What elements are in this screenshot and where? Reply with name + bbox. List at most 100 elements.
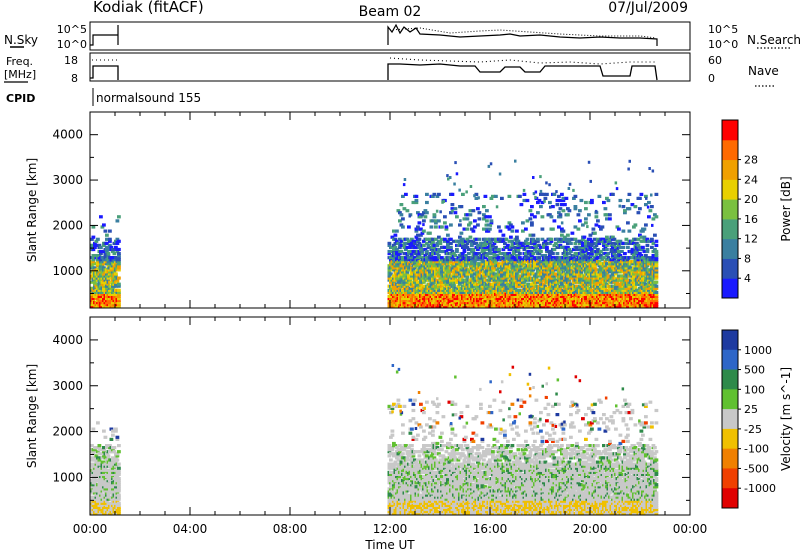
- data-cell: [606, 276, 611, 280]
- data-cell: [459, 262, 464, 266]
- data-cell: [545, 270, 549, 274]
- data-cell: [419, 247, 423, 252]
- data-cell: [428, 272, 432, 276]
- data-cell: [614, 305, 618, 309]
- data-cell: [429, 292, 434, 296]
- data-cell: [540, 305, 545, 309]
- data-cell: [533, 260, 537, 264]
- data-cell: [441, 249, 446, 254]
- data-cell: [533, 278, 537, 282]
- data-cell: [531, 272, 536, 276]
- data-cell: [633, 272, 638, 276]
- data-cell: [641, 274, 645, 278]
- data-cell: [411, 200, 416, 205]
- data-cell: [633, 237, 638, 241]
- data-cell: [440, 284, 444, 288]
- data-cell: [105, 286, 109, 290]
- data-cell: [558, 207, 563, 211]
- data-cell: [492, 268, 497, 272]
- data-cell: [480, 268, 485, 272]
- data-cell: [489, 219, 494, 223]
- data-cell: [573, 290, 578, 294]
- data-cell: [510, 254, 515, 258]
- data-cell: [450, 207, 455, 211]
- data-cell: [453, 268, 458, 272]
- data-cell: [497, 282, 501, 286]
- data-cell: [606, 252, 611, 256]
- data-cell: [605, 213, 609, 217]
- data-cell: [93, 286, 97, 290]
- data-cell: [510, 245, 515, 249]
- data-cell: [408, 280, 413, 284]
- data-cell: [575, 254, 579, 258]
- data-cell: [473, 219, 477, 223]
- data-cell: [548, 294, 552, 298]
- data-cell: [465, 274, 470, 278]
- data-cell: [503, 274, 507, 278]
- data-cell: [597, 252, 602, 256]
- data-cell: [611, 247, 615, 252]
- data-cell: [473, 260, 477, 264]
- data-cell: [519, 268, 524, 272]
- data-cell: [443, 296, 447, 301]
- data-cell: [557, 194, 561, 198]
- data-cell: [91, 278, 96, 282]
- data-cell: [638, 268, 642, 272]
- data-cell: [405, 209, 410, 213]
- noise-right-tick-bottom: 10^0: [708, 38, 738, 51]
- data-cell: [398, 237, 402, 241]
- data-cell: [618, 266, 623, 270]
- data-cell: [590, 239, 594, 243]
- data-cell: [642, 270, 647, 274]
- data-cell: [440, 264, 444, 268]
- data-cell: [618, 245, 623, 249]
- data-cell: [408, 243, 413, 247]
- data-cell: [590, 200, 594, 205]
- data-cell: [462, 249, 467, 254]
- data-cell: [434, 286, 438, 290]
- data-cell: [612, 243, 617, 247]
- data-cell: [117, 262, 121, 266]
- data-cell: [399, 223, 404, 227]
- data-cell: [404, 241, 408, 245]
- data-cell: [557, 270, 561, 274]
- data-cell: [614, 245, 618, 249]
- data-cell: [410, 241, 414, 245]
- data-cell: [486, 223, 491, 227]
- data-cell: [431, 239, 435, 243]
- data-cell: [518, 243, 522, 247]
- data-cell: [422, 229, 426, 233]
- data-cell: [482, 280, 486, 284]
- data-cell: [90, 280, 94, 284]
- data-cell: [417, 264, 422, 268]
- data-cell: [542, 266, 546, 270]
- data-cell: [617, 274, 621, 278]
- nave-dots: [92, 57, 656, 65]
- data-cell: [432, 264, 437, 268]
- data-cell: [471, 247, 476, 252]
- data-cell: [611, 274, 615, 278]
- data-cell: [561, 258, 566, 262]
- data-cell: [594, 258, 599, 262]
- data-cell: [488, 227, 492, 231]
- data-cell: [444, 225, 449, 229]
- data-cell: [531, 286, 536, 290]
- data-cell: [432, 245, 437, 249]
- data-cell: [548, 213, 552, 217]
- data-cell: [569, 258, 573, 262]
- data-cell: [593, 237, 597, 241]
- data-cell: [417, 284, 422, 288]
- data-cell: [582, 235, 587, 239]
- data-cell: [522, 264, 527, 268]
- data-cell: [600, 266, 605, 270]
- data-cell: [492, 241, 497, 245]
- data-cell: [540, 200, 545, 205]
- data-cell: [605, 272, 609, 276]
- data-cell: [500, 258, 504, 262]
- data-cell: [644, 254, 648, 258]
- data-cell: [459, 205, 464, 209]
- data-cell: [494, 272, 498, 276]
- data-cell: [576, 296, 581, 301]
- data-cell: [536, 268, 540, 272]
- data-cell: [614, 241, 618, 245]
